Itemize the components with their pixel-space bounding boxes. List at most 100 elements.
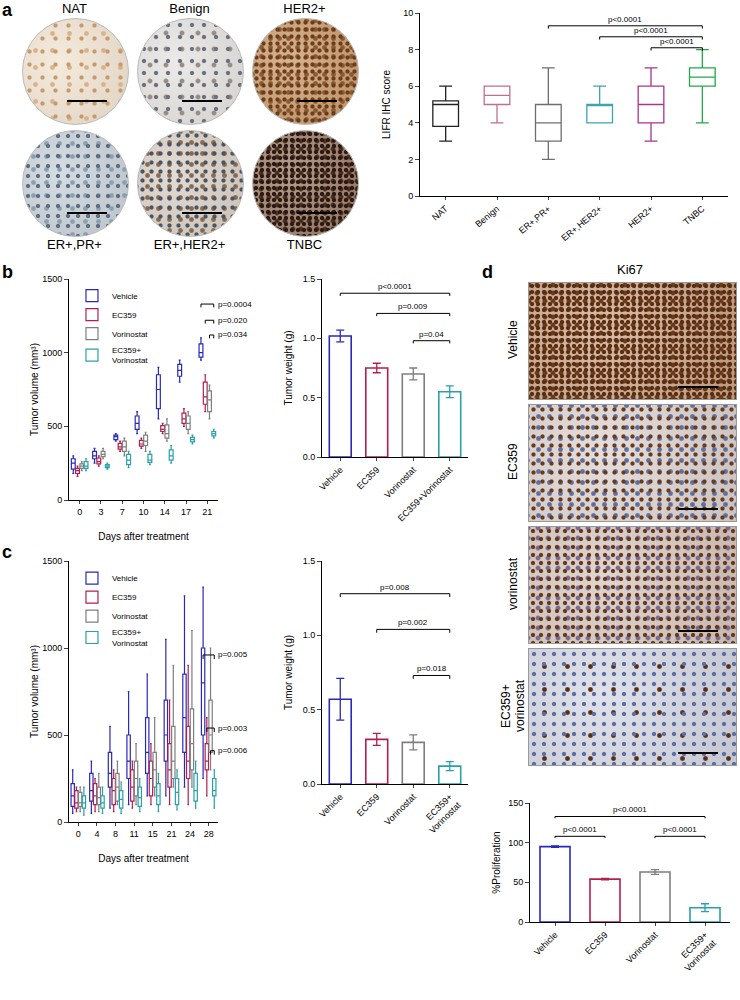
svg-text:15: 15 xyxy=(148,829,158,839)
svg-text:p=0.018: p=0.018 xyxy=(417,664,447,673)
svg-text:p=0.008: p=0.008 xyxy=(380,583,410,592)
svg-text:Tumor weight (g): Tumor weight (g) xyxy=(283,330,294,405)
svg-text:24: 24 xyxy=(185,829,195,839)
svg-text:0: 0 xyxy=(57,495,62,505)
svg-text:%Proliferation: %Proliferation xyxy=(491,831,502,893)
svg-text:0.0: 0.0 xyxy=(303,452,316,462)
svg-text:p=0.04: p=0.04 xyxy=(419,330,444,339)
svg-text:p<0.0001: p<0.0001 xyxy=(663,825,697,834)
svg-text:0.5: 0.5 xyxy=(303,705,316,715)
svg-text:Benign: Benign xyxy=(473,204,501,230)
svg-text:Vorinostat: Vorinostat xyxy=(112,330,148,339)
svg-text:0.5: 0.5 xyxy=(303,393,316,403)
svg-text:0: 0 xyxy=(77,507,82,517)
svg-text:Days after treatment: Days after treatment xyxy=(98,853,189,864)
svg-text:p=0.003: p=0.003 xyxy=(218,724,248,733)
svg-text:50: 50 xyxy=(513,877,523,887)
svg-text:Vehicle: Vehicle xyxy=(112,292,138,301)
svg-text:1.0: 1.0 xyxy=(303,630,316,640)
svg-text:6: 6 xyxy=(408,81,413,91)
svg-text:10: 10 xyxy=(138,507,148,517)
svg-text:p<0.0001: p<0.0001 xyxy=(608,15,642,24)
svg-text:8: 8 xyxy=(408,45,413,55)
svg-text:p=0.005: p=0.005 xyxy=(218,650,248,659)
svg-text:1.5: 1.5 xyxy=(303,274,316,284)
svg-text:8: 8 xyxy=(113,829,118,839)
svg-text:10: 10 xyxy=(403,8,413,18)
svg-text:11: 11 xyxy=(130,829,139,839)
svg-text:p=0.0004: p=0.0004 xyxy=(218,300,252,309)
svg-text:Tumor volume (mm³): Tumor volume (mm³) xyxy=(29,645,40,738)
svg-text:0.0: 0.0 xyxy=(303,779,316,789)
svg-text:2: 2 xyxy=(408,155,413,165)
svg-text:ER+,PR+: ER+,PR+ xyxy=(517,204,553,236)
svg-text:1500: 1500 xyxy=(42,274,62,284)
svg-text:3: 3 xyxy=(98,507,103,517)
html-text:Benign: Benign xyxy=(169,1,210,16)
svg-text:500: 500 xyxy=(47,730,62,740)
svg-text:p<0.0001: p<0.0001 xyxy=(563,825,597,834)
html-text:ER+,PR+: ER+,PR+ xyxy=(47,237,102,252)
svg-text:p=0.009: p=0.009 xyxy=(398,302,428,311)
svg-text:1000: 1000 xyxy=(42,643,62,653)
svg-text:28: 28 xyxy=(204,829,214,839)
svg-text:Vehicle: Vehicle xyxy=(112,574,138,583)
svg-text:17: 17 xyxy=(181,507,191,517)
html-text:ER+,HER2+: ER+,HER2+ xyxy=(153,237,226,252)
html-text:NAT: NAT xyxy=(62,1,87,16)
svg-text:21: 21 xyxy=(166,829,176,839)
svg-text:Vehicle: Vehicle xyxy=(317,465,345,493)
svg-text:Vehicle: Vehicle xyxy=(532,930,560,958)
svg-text:4: 4 xyxy=(94,829,99,839)
svg-text:HER2+: HER2+ xyxy=(626,204,655,230)
svg-text:0: 0 xyxy=(408,191,413,201)
svg-text:p=0.006: p=0.006 xyxy=(218,746,248,755)
svg-text:p=0.020: p=0.020 xyxy=(218,316,248,325)
svg-text:Tumor volume (mm³): Tumor volume (mm³) xyxy=(29,343,40,436)
svg-text:Vorinostat: Vorinostat xyxy=(382,791,418,827)
svg-text:p<0.0001: p<0.0001 xyxy=(660,37,694,46)
svg-text:0: 0 xyxy=(76,829,81,839)
svg-text:EC359: EC359 xyxy=(355,792,382,819)
svg-text:100: 100 xyxy=(508,838,523,848)
svg-text:p<0.0001: p<0.0001 xyxy=(634,26,668,35)
svg-text:Vorinostat: Vorinostat xyxy=(624,929,660,965)
svg-text:4: 4 xyxy=(408,118,413,128)
svg-text:7: 7 xyxy=(120,507,125,517)
svg-text:EC359: EC359 xyxy=(583,930,610,957)
svg-text:14: 14 xyxy=(160,507,170,517)
svg-text:500: 500 xyxy=(47,421,62,431)
svg-text:p=0.034: p=0.034 xyxy=(218,330,248,339)
svg-text:p<0.0001: p<0.0001 xyxy=(613,805,647,814)
html-text:HER2+: HER2+ xyxy=(283,1,326,16)
svg-text:0: 0 xyxy=(57,817,62,827)
svg-text:21: 21 xyxy=(202,507,212,517)
svg-text:p=0.002: p=0.002 xyxy=(398,618,428,627)
svg-text:0: 0 xyxy=(518,917,523,927)
svg-text:150: 150 xyxy=(508,798,523,808)
html-text:TNBC: TNBC xyxy=(286,237,323,252)
svg-text:p<0.0001: p<0.0001 xyxy=(378,282,412,291)
svg-text:1.0: 1.0 xyxy=(303,333,316,343)
svg-text:Vorinostat: Vorinostat xyxy=(382,464,418,500)
svg-text:TNBC: TNBC xyxy=(681,203,707,227)
svg-text:EC359: EC359 xyxy=(112,593,137,602)
svg-text:EC359+Vorinostat: EC359+Vorinostat xyxy=(396,464,455,523)
svg-text:EC359: EC359 xyxy=(112,311,137,320)
html-text:EC359+ vorinostat: EC359+ vorinostat xyxy=(499,680,527,732)
svg-text:NAT: NAT xyxy=(430,203,450,222)
svg-text:Tumor weight (g): Tumor weight (g) xyxy=(283,635,294,710)
svg-text:ER+,HER2+: ER+,HER2+ xyxy=(559,204,603,243)
svg-text:Vorinostat: Vorinostat xyxy=(112,612,148,621)
svg-text:EC359+Vorinostat: EC359+Vorinostat xyxy=(112,346,148,365)
svg-text:EC359+Vorinostat: EC359+Vorinostat xyxy=(112,628,148,647)
svg-text:1000: 1000 xyxy=(42,348,62,358)
svg-text:1.5: 1.5 xyxy=(303,556,316,566)
svg-text:Days after treatment: Days after treatment xyxy=(98,531,189,542)
svg-text:EC359+Vorinostat: EC359+Vorinostat xyxy=(674,929,718,973)
svg-text:EC359+Vorinostat: EC359+Vorinostat xyxy=(419,791,463,835)
svg-text:LIFR IHC score: LIFR IHC score xyxy=(381,70,392,139)
svg-text:EC359: EC359 xyxy=(355,465,382,492)
svg-text:Vehicle: Vehicle xyxy=(317,792,345,820)
svg-text:1500: 1500 xyxy=(42,556,62,566)
